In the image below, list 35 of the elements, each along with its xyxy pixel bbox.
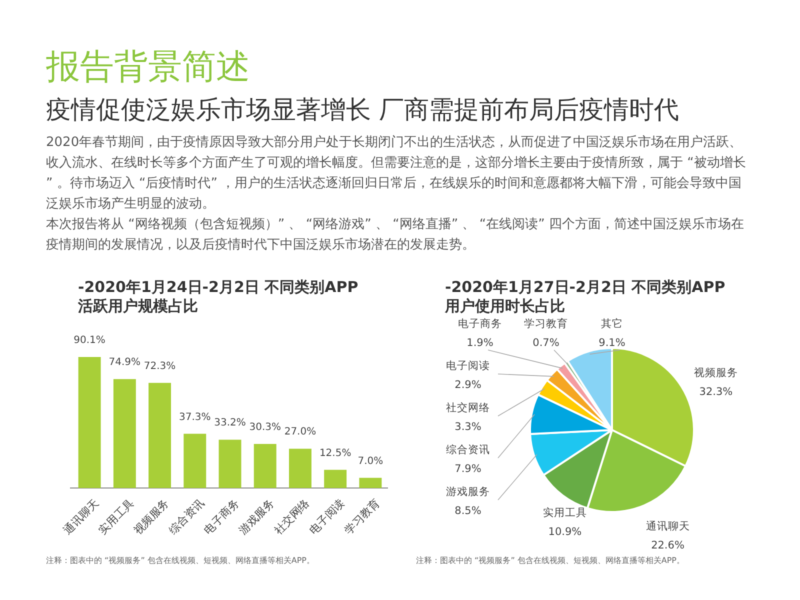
data-label: 27.0% <box>284 426 316 438</box>
data-label: 2.9% <box>454 379 482 391</box>
data-label: 7.0% <box>358 456 384 467</box>
data-label: 7.9% <box>454 463 482 475</box>
slice-label: 电子阅读 <box>446 359 490 372</box>
data-label: 37.3% <box>179 412 211 423</box>
slice-label: 社交网络 <box>446 401 490 414</box>
slice-label: 其它 <box>601 317 623 330</box>
data-label: 22.6% <box>651 539 684 552</box>
data-label: 10.9% <box>548 526 582 538</box>
slice-label: 综合资讯 <box>446 443 490 456</box>
data-label: 72.3% <box>144 360 176 372</box>
chart-title: -2020年1月27日-2月2日 不同类别APP 用户使用时长占比 <box>444 278 726 315</box>
slice-label: 视频服务 <box>694 366 738 379</box>
slice-label: 电子商务 <box>458 317 502 330</box>
slice-label: 游戏服务 <box>446 485 490 498</box>
data-label: 9.1% <box>598 337 626 349</box>
data-label: 8.5% <box>454 505 482 517</box>
text: 疫情促使泛娱乐市场显著增长 厂商需提前布局后疫情时代 <box>46 95 679 124</box>
data-label: 30.3% <box>249 422 281 433</box>
chart-title: -2020年1月24日-2月2日 不同类别APP 活跃用户规模占比 <box>77 278 358 315</box>
data-label: 12.5% <box>319 448 352 459</box>
data-label: 90.1% <box>74 335 106 346</box>
slice-label: 学习教育 <box>524 317 568 330</box>
text: 报告背景简述 <box>45 47 250 87</box>
text: 注释：图表中的 “视频服务” 包含在线视频、短视频、网络直播等相关APP。 <box>416 556 684 565</box>
data-label: 3.3% <box>454 421 482 433</box>
text: 2020年春节期间，由于疫情原因导致大部分用户处于长期闭门不出的生活状态，从而促进了中国泛娱乐市场在用户活跃、收入流水、在线时长等多个方面产生了可观的增长幅度。但需要注意的是，这部分增长主要由于疫情所致，属于 “被动增长” 。待市场迈入 “后疫情时代” ，用户的生活状态逐渐回归日常后，在线娱乐的时间和意愿都将大幅下滑，可能会导致中国泛娱乐市场产生明显的波动。 <box>46 134 746 212</box>
data-label: 74.9% <box>108 357 141 368</box>
data-label: 32.3% <box>699 386 733 398</box>
text: 注释：图表中的 “视频服务” 包含在线视频、短视频、网络直播等相关APP。 <box>46 556 314 565</box>
text: 本次报告将从 “网络视频（包含短视频）” 、 “网络游戏” 、 “网络直播” 、 “在线阅读” 四个方面，简述中国泛娱乐市场在疫情期间的发展情况，以及后疫情时代下中国泛娱乐市场潜在的发展走势。 <box>46 216 744 252</box>
data-label: 0.7% <box>532 337 560 349</box>
data-label: 33.2% <box>214 418 246 429</box>
data-label: 1.9% <box>466 337 494 349</box>
